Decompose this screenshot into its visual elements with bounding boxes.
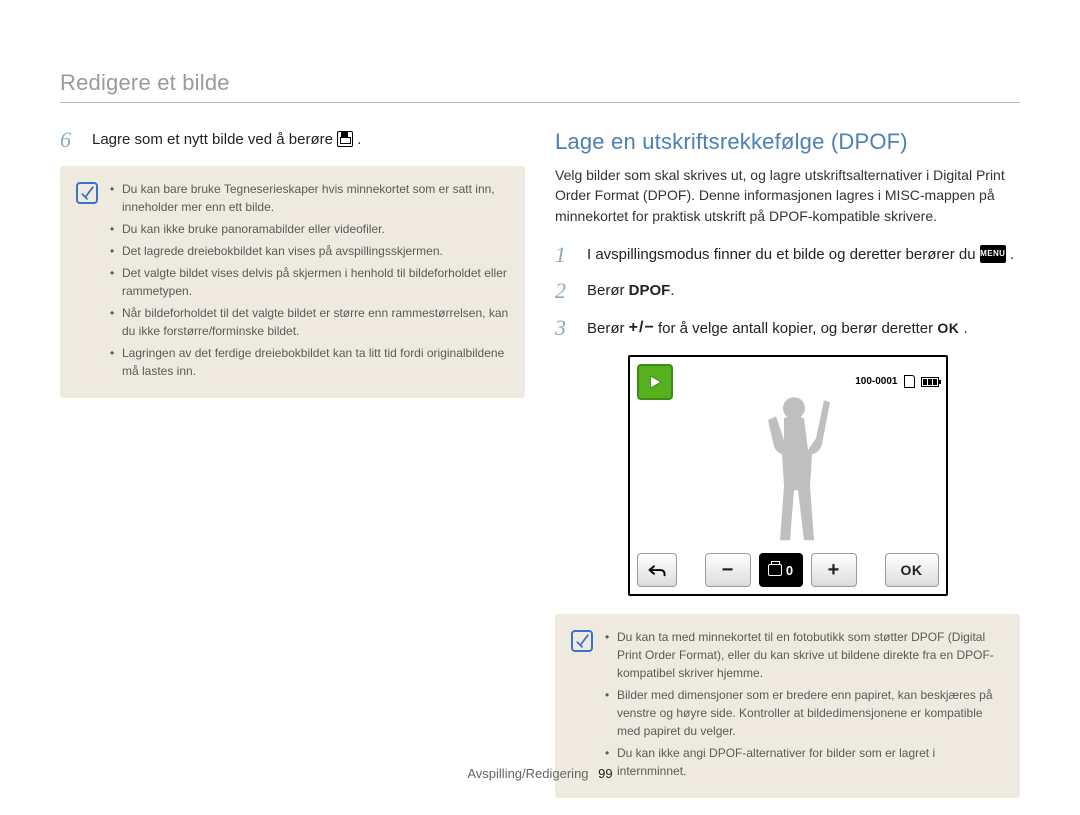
person-silhouette: [746, 390, 846, 555]
section-intro: Velg bilder som skal skrives ut, og lagr…: [555, 165, 1020, 226]
step-text: Berør +/− for å velge antall kopier, og …: [587, 317, 968, 341]
file-counter: 100-0001: [855, 376, 897, 387]
step-3-text-b: for å velge antall kopier, og berør dere…: [658, 320, 937, 337]
note-item: Når bildeforholdet til det valgte bildet…: [110, 304, 509, 340]
note-item: Det lagrede dreiebokbildet kan vises på …: [110, 242, 509, 260]
footer-section: Avspilling/Redigering: [467, 766, 588, 781]
note-item: Du kan ikke bruke panoramabilder eller v…: [110, 220, 509, 238]
print-count-value: 0: [786, 563, 793, 578]
minus-button[interactable]: −: [705, 553, 751, 587]
section-title: Lage en utskriftsrekkefølge (DPOF): [555, 129, 1020, 155]
page-footer: Avspilling/Redigering 99: [0, 766, 1080, 781]
page-title: Redigere et bilde: [60, 70, 1020, 103]
step-number: 6: [60, 129, 78, 151]
minus-icon: −: [644, 316, 653, 340]
camera-lcd: 100-0001: [628, 355, 948, 597]
save-icon: [337, 131, 353, 147]
sd-card-icon: [904, 375, 915, 388]
menu-icon: MENU: [980, 245, 1006, 263]
step-6: 6 Lagre som et nytt bilde ved å berøre .: [60, 129, 525, 152]
footer-page: 99: [598, 766, 612, 781]
note-item: Du kan bare bruke Tegneserieskaper hvis …: [110, 180, 509, 216]
note-item: Lagringen av det ferdige dreiebokbildet …: [110, 344, 509, 380]
step-number: 1: [555, 244, 573, 266]
note-item: Bilder med dimensjoner som er bredere en…: [605, 686, 1004, 740]
step-3-text-a: Berør: [587, 320, 629, 337]
note-item: Du kan ta med minnekortet til en fotobut…: [605, 628, 1004, 682]
note-list-left: Du kan bare bruke Tegneserieskaper hvis …: [110, 180, 509, 384]
ok-button[interactable]: OK: [885, 553, 939, 587]
slash-icon: /: [639, 316, 643, 340]
print-count: 0: [759, 553, 803, 587]
step-number: 3: [555, 317, 573, 339]
step-1-text-a: I avspillingsmodus finner du et bilde og…: [587, 246, 980, 263]
note-list-right: Du kan ta med minnekortet til en fotobut…: [605, 628, 1004, 784]
back-button[interactable]: [637, 553, 677, 587]
lcd-status: 100-0001: [855, 375, 938, 388]
step-1-text-b: .: [1010, 246, 1014, 263]
note-icon: [76, 182, 98, 204]
step-text: Lagre som et nytt bilde ved å berøre .: [92, 129, 361, 152]
step-2: 2 Berør DPOF.: [555, 280, 1020, 303]
right-column: Lage en utskriftsrekkefølge (DPOF) Velg …: [555, 129, 1020, 798]
printer-icon: [768, 564, 782, 576]
battery-icon: [921, 377, 939, 387]
note-icon: [571, 630, 593, 652]
step-2-bold: DPOF: [629, 282, 671, 299]
step-3-text-c: .: [963, 320, 967, 337]
plus-button[interactable]: +: [811, 553, 857, 587]
step-number: 2: [555, 280, 573, 302]
step-3: 3 Berør +/− for å velge antall kopier, o…: [555, 317, 1020, 341]
ok-icon: OK: [937, 318, 959, 339]
note-item: Det valgte bildet vises delvis på skjerm…: [110, 264, 509, 300]
step-text-content: Lagre som et nytt bilde ved å berøre: [92, 131, 337, 148]
play-button[interactable]: [637, 364, 673, 400]
step-1: 1 I avspillingsmodus finner du et bilde …: [555, 244, 1020, 267]
note-box-left: Du kan bare bruke Tegneserieskaper hvis …: [60, 166, 525, 398]
step-2-text-a: Berør: [587, 282, 629, 299]
step-text: Berør DPOF.: [587, 280, 675, 303]
plus-icon: +: [629, 316, 638, 340]
plus-minus-icon: +/−: [629, 316, 654, 340]
left-column: 6 Lagre som et nytt bilde ved å berøre .…: [60, 129, 525, 798]
step-2-text-b: .: [670, 282, 674, 299]
step-text: I avspillingsmodus finner du et bilde og…: [587, 244, 1014, 267]
